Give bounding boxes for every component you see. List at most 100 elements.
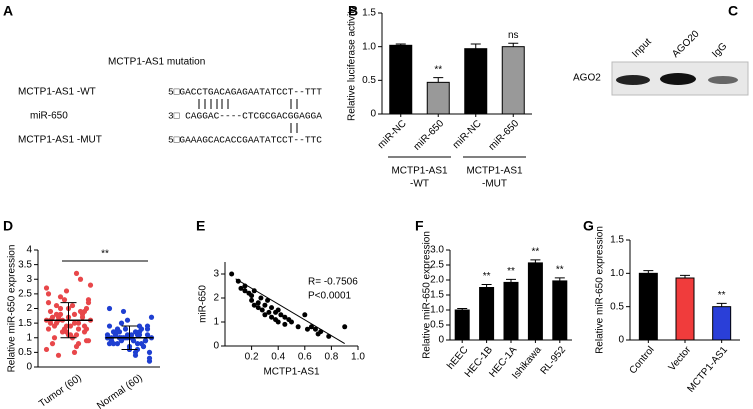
error-bar [554,277,565,281]
group-label: MCTP1-AS1 [391,166,448,177]
annotation: P<0.0001 [308,291,352,302]
y-tick-label: 0 [370,109,376,120]
dot [61,297,68,303]
point [249,297,255,303]
sd-bar [60,302,77,339]
dot [146,358,153,364]
point [258,295,264,301]
y-tick-label: 1.5 [610,235,624,246]
panel-a: A MCTP1-AS1 mutation MCTP1-AS1 -WT 5□GAC… [3,3,322,146]
error-bar [433,77,444,83]
y-axis-label: Relative miR-650 expression [422,231,433,359]
annotation: ** [532,247,540,258]
dot [63,288,70,294]
dot [71,311,78,317]
dot [146,349,153,355]
annotation: ** [718,290,726,301]
x-tick-label: 0.2 [245,352,259,363]
dot [75,326,82,332]
dot [142,338,149,344]
dot [85,338,92,344]
sequence: 5□GACCTGACAGAGAATATCCT--TTT [168,87,322,98]
dot [106,323,113,329]
point [255,305,261,311]
blot-band [660,73,696,85]
dot [47,308,54,315]
annotation: R= -0.7506 [308,277,358,288]
error-bar [470,43,481,49]
point [266,309,272,315]
point [269,305,275,311]
sequence: 5□GAAAGCACACCGAATATCCT--TTC [168,135,322,146]
y-tick-label: 3 [26,274,32,285]
dot [53,320,60,326]
point [229,271,235,277]
annotation: ns [508,30,519,41]
y-tick-label: 0.5 [430,320,444,331]
fit-line [235,278,345,345]
panel-label: E [196,218,205,234]
dot [71,320,78,326]
point [312,326,318,332]
sd-bar [121,325,138,350]
dot [49,341,56,347]
annotation: ** [556,265,564,276]
point [242,288,248,294]
row-name: MCTP1-AS1 -MUT [18,135,102,146]
dot [136,323,143,329]
dot [132,349,139,355]
base-pairs [198,99,298,133]
panel-label: D [3,218,13,234]
x-tick-label: miR-650 [487,118,522,153]
dot [114,341,121,347]
dot [45,300,52,306]
x-tick-label: Normal (60) [95,373,145,409]
x-tick-label: Vector [667,344,694,373]
bar [479,287,495,341]
x-tick-label: miR-650 [412,118,447,153]
point [295,324,301,330]
group-label: -WT [410,179,429,190]
y-axis-label: Relative miR-650 expression [595,226,606,354]
y-tick-label: 2 [213,293,219,304]
x-tick-label: Control [627,345,656,377]
dot [67,323,74,329]
x-tick-label: 1.0 [351,352,365,363]
bar [712,306,732,341]
bar [501,46,525,115]
annotation: ** [483,271,491,282]
bar [454,309,470,341]
x-tick-label: 0.8 [324,352,338,363]
x-tick-label: miR-NC [376,118,409,151]
y-tick-label: 1.5 [430,290,444,301]
point [304,326,310,332]
point [251,302,257,308]
y-tick-label: 3 [213,269,219,280]
dot [55,352,62,358]
bar [464,48,488,115]
bar [675,277,695,341]
dot [45,291,52,297]
group-label: MCTP1-AS1 [466,166,523,177]
point [265,297,271,303]
point [342,324,348,330]
error-bar [506,278,516,283]
sequence: 3□ CAGGAC----CTCGCGACGGAGGA [168,111,322,122]
dot [128,332,135,338]
annotation: ** [434,64,442,75]
y-tick-label: 0 [26,362,32,373]
dot [57,294,64,300]
dot [87,282,94,288]
lane-label: AGO20 [670,28,702,60]
dot [43,346,50,353]
y-axis-label: miR-650 [198,285,209,323]
error-bar [716,302,727,307]
point [282,314,288,320]
dot [122,326,129,332]
panel-label: B [348,3,358,19]
error-bar [457,308,468,310]
error-bar [508,42,519,47]
dot [134,341,141,347]
y-axis-label: Relative miR-650 expression [7,245,18,373]
point [302,312,308,318]
